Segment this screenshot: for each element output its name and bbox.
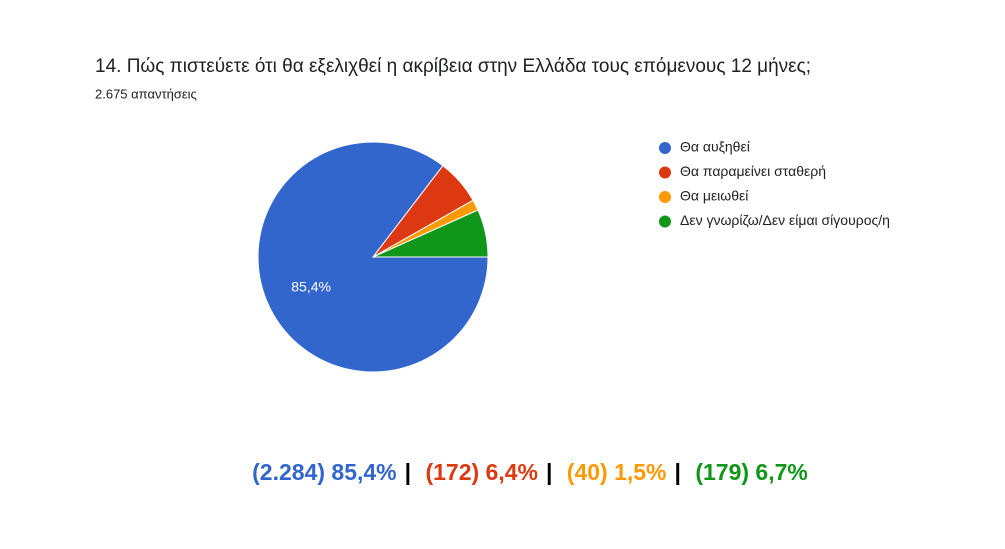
chart-subtitle: 2.675 απαντήσεις [95, 86, 197, 101]
pie: 85,4% [257, 141, 489, 373]
legend-marker [659, 166, 671, 179]
legend-label: Θα παραμείνει σταθερή [680, 163, 826, 179]
pie-slice [372, 209, 489, 258]
annotation-separator: | [546, 459, 552, 485]
annotation-part: (179) 6,7% [695, 459, 808, 485]
annotation-part: (40) 1,5% [567, 459, 667, 485]
legend-marker [659, 191, 671, 203]
annotation-separator: | [675, 459, 681, 485]
legend-marker [659, 142, 671, 154]
annotation-part: (2.284) 85,4% [252, 459, 396, 485]
annotation-part: (172) 6,4% [425, 459, 538, 485]
legend: Θα αυξηθεί Θα παραμείνει σταθερή Θα μειωθε… [659, 139, 890, 228]
chart-title: 14. Πώς πιστεύετε ότι θα εξελιχθεί η ακρ… [95, 56, 811, 77]
legend-label: Δεν γνωρίζω/Δεν είμαι σίγουρος/η [680, 212, 890, 228]
legend-label: Θα αυξηθεί [680, 139, 750, 155]
slice-label: 85,4% [291, 278, 331, 294]
annotation-separator: | [405, 459, 411, 485]
legend-label: Θα μειωθεί [680, 188, 748, 204]
annotation: (2.284) 85,4% | (172) 6,4% | (40) 1,5% | (1… [252, 459, 808, 485]
legend-marker [659, 215, 671, 228]
